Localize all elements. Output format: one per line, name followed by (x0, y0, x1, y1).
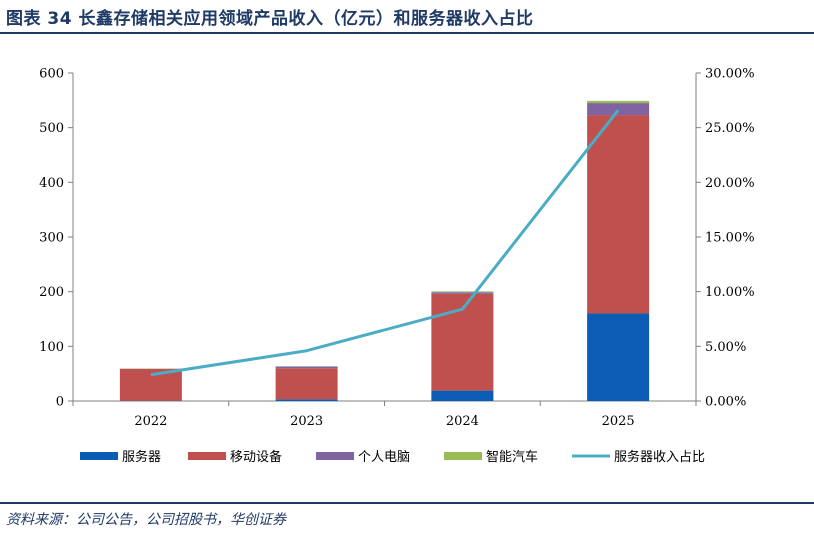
y-right-tick-label: 10.00% (705, 285, 755, 300)
x-tick-label: 2023 (290, 414, 323, 429)
y-left-tick-label: 600 (39, 67, 64, 82)
y-right-tick-label: 0.00% (705, 395, 746, 410)
bar-segment (431, 292, 494, 294)
legend-label: 服务器 (122, 449, 161, 465)
x-tick-label: 2024 (446, 414, 479, 429)
bar-segment (431, 291, 494, 293)
bars (119, 100, 650, 401)
y-right-tick-label: 5.00% (705, 340, 746, 355)
y-left-tick-label: 500 (39, 121, 64, 136)
legend-label: 移动设备 (230, 449, 282, 465)
bar-segment (431, 390, 494, 401)
legend-swatch (80, 452, 118, 460)
y-right-tick-label: 15.00% (705, 231, 755, 246)
x-tick-label: 2025 (602, 414, 635, 429)
bar-segment (587, 103, 650, 116)
legend-label: 智能汽车 (486, 449, 538, 465)
legend-swatch (316, 452, 354, 460)
legend-swatch (444, 452, 482, 460)
source-note: 资料来源：公司公告，公司招股书，华创证券 (6, 512, 286, 528)
axes: 0 100 200 300 400 500 600 0.00% 5.00% 10.00% 15.00… (39, 67, 754, 430)
y-right-tick-label: 20.00% (705, 176, 755, 191)
footer-divider (0, 502, 814, 504)
y-left-tick-label: 300 (39, 231, 64, 246)
figure-title: 图表 34 长鑫存储相关应用领域产品收入（亿元）和服务器收入占比 (6, 9, 534, 29)
ratio-line (150, 109, 620, 377)
bar-segment (275, 368, 338, 400)
title-divider (0, 32, 814, 34)
legend-swatch (188, 452, 226, 460)
y-left-tick-label: 200 (39, 285, 64, 300)
y-right-tick-label: 30.00% (705, 67, 755, 82)
y-left-tick-label: 400 (39, 176, 64, 191)
bar-segment (587, 115, 650, 314)
legend: 服务器 移动设备 个人电脑 智能汽车 服务器收入占比 (80, 449, 705, 465)
ratio-polyline (150, 109, 620, 377)
legend-label: 个人电脑 (358, 450, 410, 465)
bar-segment (587, 313, 650, 401)
chart: 0 100 200 300 400 500 600 0.00% 5.00% 10.00% 15.00… (39, 67, 754, 466)
y-left-tick-label: 100 (39, 340, 64, 355)
bar-segment (275, 366, 338, 369)
x-tick-label: 2022 (134, 414, 167, 429)
bar-segment (587, 100, 650, 104)
y-left-tick-label: 0 (56, 395, 64, 410)
legend-label: 服务器收入占比 (614, 449, 705, 465)
y-right-tick-label: 25.00% (705, 121, 755, 136)
bar-segment (275, 399, 338, 401)
